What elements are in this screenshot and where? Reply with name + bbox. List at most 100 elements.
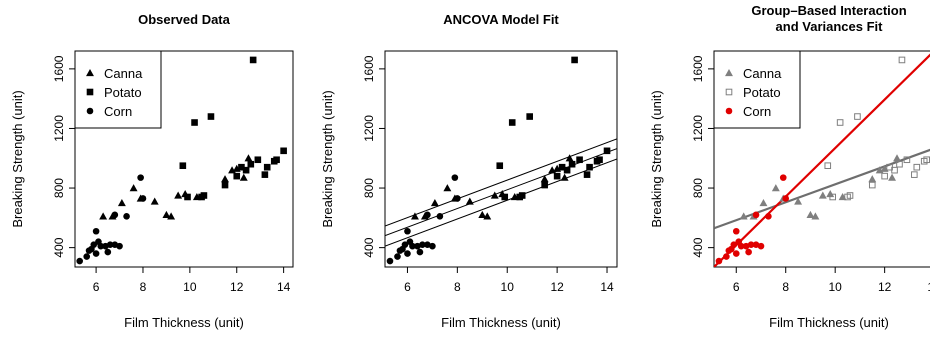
point-canna (99, 212, 108, 220)
point-corn (752, 241, 760, 248)
y-tick-label: 1600 (691, 55, 705, 82)
point-canna (465, 197, 474, 205)
x-tick-label: 8 (782, 280, 789, 294)
fit-lines (714, 53, 930, 267)
point-corn (404, 227, 411, 235)
fit-lines (385, 138, 617, 247)
point-corn (757, 242, 765, 250)
point-canna (806, 210, 815, 219)
x-axis: 6 8 10 12 14 (733, 267, 930, 294)
point-potato (526, 113, 533, 120)
point-potato (568, 160, 576, 168)
x-axis: 6 8 10 12 14 (404, 267, 614, 294)
point-potato (868, 181, 876, 189)
point-corn (137, 174, 144, 181)
point-corn (90, 241, 98, 248)
point-corn (404, 250, 411, 257)
point-potato (854, 113, 861, 120)
point-potato (238, 163, 245, 171)
point-potato (200, 192, 208, 199)
x-tick-label: 14 (927, 280, 930, 294)
point-canna (478, 210, 487, 219)
point-canna (150, 197, 159, 205)
point-corn (76, 257, 83, 265)
point-corn (394, 253, 401, 260)
point-potato (898, 56, 906, 64)
y-tick-label: 800 (52, 178, 66, 198)
point-potato (207, 113, 215, 120)
point-corn (419, 241, 426, 248)
point-corn (747, 241, 755, 248)
data-points (386, 56, 611, 265)
point-canna (888, 173, 897, 181)
legend-label-corn: Corn (743, 104, 771, 119)
point-corn (454, 195, 461, 202)
point-potato (913, 163, 921, 171)
point-potato (273, 156, 280, 164)
y-tick-label: 400 (52, 237, 66, 257)
point-corn (782, 195, 790, 202)
point-corn (742, 242, 750, 250)
point-canna (221, 175, 229, 183)
point-potato (263, 163, 271, 171)
point-potato (836, 119, 844, 126)
point-potato (191, 119, 198, 126)
legend-marker-canna (86, 69, 94, 77)
data-points (76, 56, 287, 265)
x-tick-label: 8 (454, 280, 461, 294)
x-tick-label: 6 (404, 280, 411, 294)
point-corn (111, 211, 119, 219)
y-axis: 400 800 1200 1600 (362, 55, 385, 258)
point-corn (116, 242, 123, 250)
x-axis: 6 8 10 12 14 (93, 267, 291, 294)
fit-line (385, 158, 617, 247)
y-tick-label: 800 (362, 178, 376, 198)
point-canna (868, 175, 877, 183)
point-corn (424, 241, 431, 248)
point-corn (401, 241, 409, 248)
point-potato (496, 162, 504, 170)
point-corn (765, 213, 772, 220)
point-canna (560, 173, 569, 181)
panel-title: Observed Data (138, 12, 231, 27)
point-corn (424, 211, 431, 219)
point-potato (518, 192, 526, 199)
point-corn (416, 248, 424, 256)
point-potato (221, 181, 229, 189)
y-axis: 400 800 1200 1600 (691, 55, 714, 258)
point-potato (586, 163, 593, 171)
y-tick-label: 1200 (691, 115, 705, 142)
plot-frame (713, 50, 930, 268)
point-potato (261, 171, 269, 178)
point-potato (563, 166, 571, 174)
x-tick-label: 6 (93, 280, 100, 294)
y-axis-label: Breaking Strength (unit) (320, 90, 335, 227)
point-potato (911, 171, 918, 178)
legend-marker-potato (86, 88, 94, 96)
legend-marker-potato (725, 88, 733, 96)
fit-line (385, 138, 617, 227)
point-potato (233, 172, 241, 180)
panel-observed-data: Observed Data Film Thickness (unit) Brea… (10, 12, 294, 330)
x-axis-label: Film Thickness (unit) (124, 315, 244, 330)
point-corn (414, 242, 421, 250)
point-canna (174, 191, 183, 199)
y-axis: 400 800 1200 1600 (52, 55, 75, 258)
point-canna (759, 198, 768, 207)
x-tick-label: 14 (277, 280, 291, 294)
legend-label-canna: Canna (743, 66, 782, 81)
point-potato (891, 166, 898, 174)
point-corn (752, 211, 760, 219)
panel-title-line-1: Group–Based Interaction (751, 3, 906, 18)
legend-label-canna: Canna (104, 66, 143, 81)
x-tick-label: 6 (733, 280, 740, 294)
point-potato (923, 156, 930, 164)
x-tick-label: 10 (183, 280, 197, 294)
point-corn (104, 248, 112, 256)
legend-label-corn: Corn (104, 104, 132, 119)
point-canna (893, 154, 901, 162)
y-axis-label: Breaking Strength (unit) (649, 90, 664, 227)
fit-line (385, 148, 617, 237)
panel-group-interaction-fit: Group–Based Interaction and Variances Fi… (649, 3, 930, 330)
point-canna (483, 212, 492, 220)
